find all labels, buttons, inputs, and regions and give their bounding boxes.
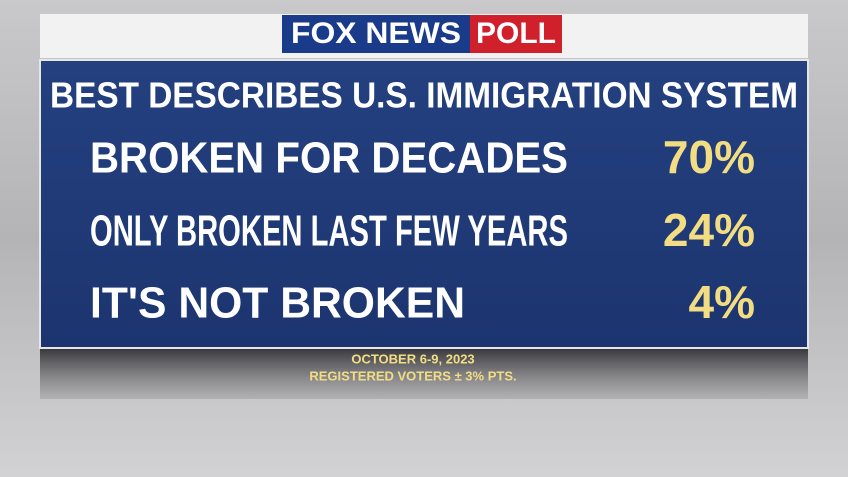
footer-sample: REGISTERED VOTERS ± 3% PTS. (309, 368, 516, 383)
logo-label: POLL (476, 17, 556, 50)
panel (39, 59, 809, 349)
logo-brand: FOX NEWS (291, 17, 461, 50)
row-value: 70% (663, 131, 755, 183)
footer-date: OCTOBER 6-9, 2023 (351, 351, 474, 366)
title: BEST DESCRIBES U.S. IMMIGRATION SYSTEM (50, 75, 798, 116)
logo-box (282, 15, 470, 53)
logo-poll-box (470, 15, 562, 53)
footer-band (40, 349, 808, 399)
row-label: BROKEN FOR DECADES (90, 134, 568, 183)
row-value: 24% (663, 204, 755, 256)
row-label: ONLY BROKEN LAST FEW YEARS (90, 207, 568, 256)
row-label: IT'S NOT BROKEN (90, 279, 465, 328)
row-value: 4% (689, 276, 755, 328)
